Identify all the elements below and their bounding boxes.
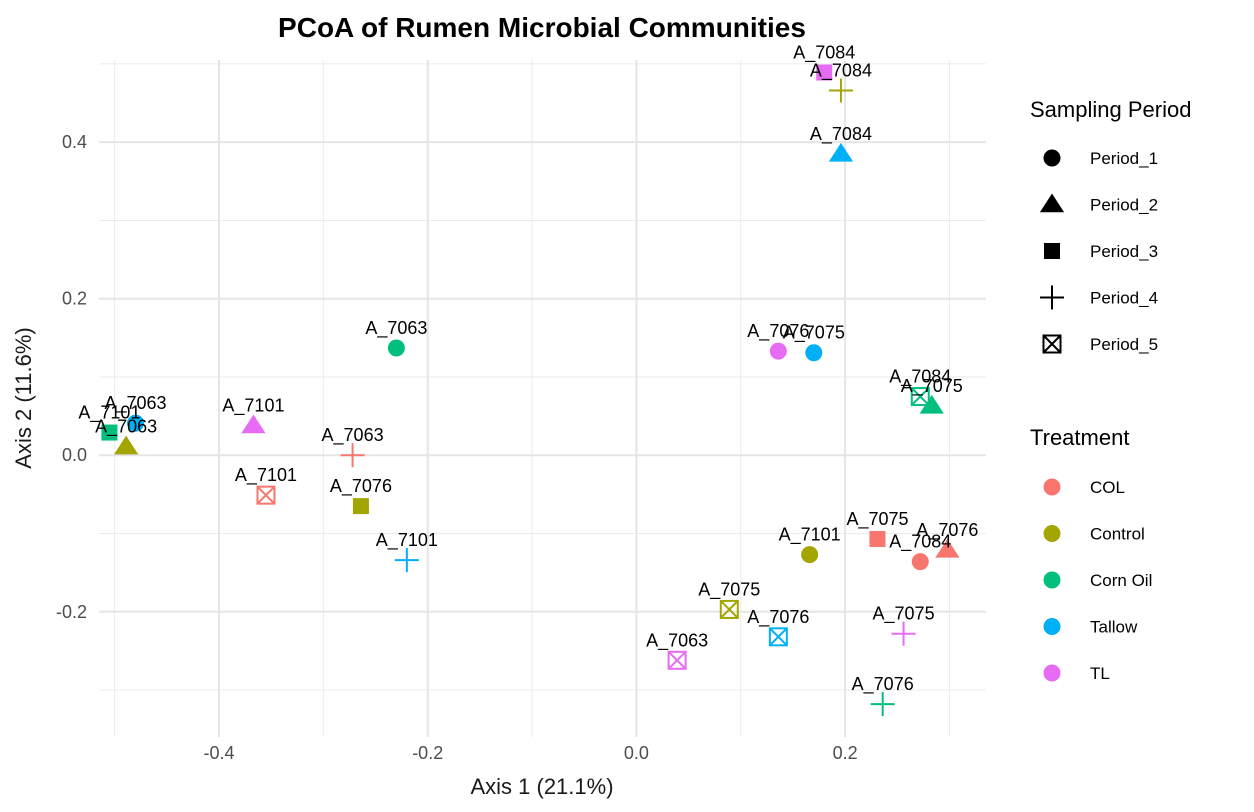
legend-label: Period_5 bbox=[1090, 335, 1158, 354]
legend-key-color bbox=[1043, 664, 1061, 682]
data-point bbox=[919, 394, 944, 414]
data-point-label: A_7076 bbox=[747, 607, 809, 628]
data-point bbox=[801, 546, 819, 564]
data-point-label: A_7084 bbox=[889, 367, 951, 388]
data-point-label: A_7101 bbox=[779, 525, 841, 546]
sampling-period-legend-title: Sampling Period bbox=[1030, 97, 1191, 122]
data-point bbox=[256, 485, 276, 505]
data-point-label: A_7075 bbox=[901, 376, 963, 397]
data-point-label: A_7063 bbox=[95, 417, 157, 438]
data-point bbox=[667, 650, 687, 670]
data-point bbox=[869, 530, 886, 547]
legend-label: Period_1 bbox=[1090, 149, 1158, 168]
chart-title: PCoA of Rumen Microbial Communities bbox=[278, 12, 806, 43]
legend-key-plus bbox=[1040, 285, 1064, 310]
legend-label: Period_4 bbox=[1090, 289, 1158, 308]
data-point-label: A_7076 bbox=[747, 321, 809, 342]
x-tick-label: 0.2 bbox=[833, 743, 858, 763]
x-axis-title: Axis 1 (21.1%) bbox=[470, 774, 613, 799]
data-point bbox=[935, 538, 960, 558]
x-tick-label: -0.2 bbox=[412, 743, 443, 763]
treatment-legend-title: Treatment bbox=[1030, 425, 1129, 450]
data-point bbox=[870, 692, 895, 717]
data-point-label: A_7101 bbox=[235, 465, 297, 486]
y-tick-label: 0.4 bbox=[62, 132, 87, 152]
y-axis-ticks: -0.2 0.0 0.2 0.4 bbox=[56, 132, 87, 622]
data-point bbox=[387, 339, 405, 357]
y-tick-label: 0.2 bbox=[62, 289, 87, 309]
data-point bbox=[114, 435, 139, 455]
legend-key-color bbox=[1043, 478, 1061, 496]
data-point-label: A_7101 bbox=[376, 530, 438, 551]
sampling-period-legend: Sampling Period Period_1 Period_2 Period_3… bbox=[1030, 97, 1191, 354]
legend-key-color bbox=[1043, 571, 1061, 589]
legend-label: Corn Oil bbox=[1090, 571, 1152, 590]
data-point-label: A_7076 bbox=[852, 674, 914, 695]
data-point-label: A_7075 bbox=[783, 323, 845, 344]
legend-label: COL bbox=[1090, 478, 1125, 497]
legend-key-circle bbox=[1043, 149, 1061, 167]
data-point-label: A_7084 bbox=[810, 61, 872, 82]
data-point bbox=[891, 621, 916, 646]
legend-key-triangle bbox=[1039, 193, 1065, 213]
data-point-label: A_7075 bbox=[846, 509, 908, 530]
data-point bbox=[816, 64, 833, 81]
data-points bbox=[101, 64, 960, 717]
data-point-label: A_7101 bbox=[222, 396, 284, 417]
legend-label: Control bbox=[1090, 525, 1145, 544]
data-point bbox=[910, 387, 930, 407]
data-point-label: A_7063 bbox=[322, 425, 384, 446]
data-point-label: A_7076 bbox=[330, 476, 392, 497]
data-point bbox=[911, 553, 929, 571]
y-axis-title: Axis 2 (11.6%) bbox=[11, 327, 36, 468]
data-point-label: A_7063 bbox=[365, 318, 427, 339]
data-point bbox=[352, 498, 369, 515]
data-point-label: A_7101 bbox=[78, 403, 140, 424]
legend-key-color bbox=[1043, 525, 1061, 542]
y-tick-label: 0.0 bbox=[62, 445, 87, 465]
legend-label: Tallow bbox=[1090, 618, 1138, 637]
data-point-label: A_7084 bbox=[810, 124, 872, 145]
x-tick-label: -0.4 bbox=[203, 743, 234, 763]
data-point bbox=[241, 414, 266, 434]
legend-key-color bbox=[1043, 618, 1061, 635]
data-point-label: A_7084 bbox=[889, 532, 951, 553]
data-point bbox=[828, 78, 853, 103]
data-point bbox=[805, 344, 823, 362]
data-point bbox=[101, 424, 118, 441]
legend-label: TL bbox=[1090, 664, 1110, 683]
major-gridlines bbox=[99, 60, 986, 737]
legend-label: Period_2 bbox=[1090, 196, 1158, 215]
treatment-legend: Treatment COL Control Corn Oil Tallow TL bbox=[1030, 425, 1152, 683]
data-point bbox=[394, 548, 419, 573]
data-point-label: A_7084 bbox=[793, 43, 855, 64]
data-point bbox=[127, 414, 145, 432]
data-point bbox=[768, 627, 788, 647]
data-point-label: A_7075 bbox=[698, 579, 760, 600]
legend-label: Period_3 bbox=[1090, 242, 1158, 261]
minor-gridlines bbox=[99, 60, 986, 737]
data-point-label: A_7063 bbox=[646, 630, 708, 651]
data-point bbox=[340, 443, 365, 468]
data-point-label: A_7063 bbox=[104, 393, 166, 414]
x-axis-ticks: -0.4 -0.2 0.0 0.2 bbox=[203, 743, 857, 763]
x-tick-label: 0.0 bbox=[624, 743, 649, 763]
legend-key-square bbox=[1044, 243, 1060, 259]
data-point bbox=[769, 342, 787, 360]
data-point bbox=[828, 142, 854, 162]
legend-key-boxx bbox=[1042, 334, 1062, 354]
data-point bbox=[719, 599, 739, 619]
y-tick-label: -0.2 bbox=[56, 602, 87, 622]
data-point-label: A_7076 bbox=[916, 520, 978, 541]
data-point-label: A_7075 bbox=[873, 604, 935, 625]
